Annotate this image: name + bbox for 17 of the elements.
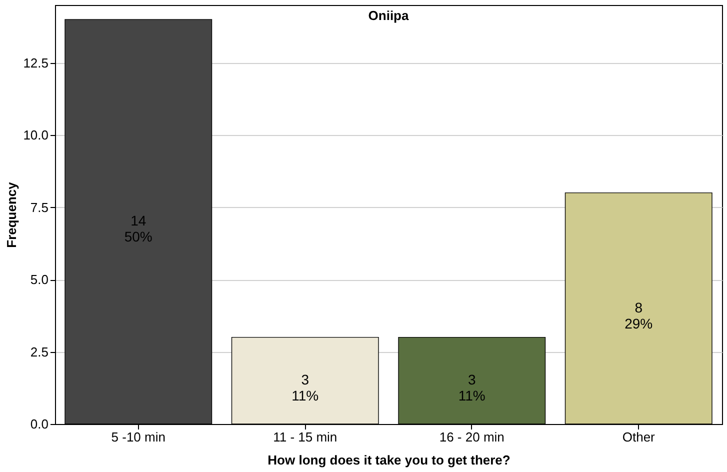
y-tick-label: 2.5 bbox=[30, 344, 48, 360]
y-tick-label: 7.5 bbox=[30, 200, 48, 215]
y-tick-label: 12.5 bbox=[23, 55, 48, 70]
y-tick-label: 10.0 bbox=[23, 128, 48, 143]
y-tick-label: 0.0 bbox=[30, 416, 48, 432]
y-axis-title: Frequency bbox=[4, 181, 20, 248]
x-tick-label: 5 -10 min bbox=[111, 430, 166, 444]
y-tick-label: 5.0 bbox=[30, 272, 48, 288]
x-axis-title: How long does it take you to get there? bbox=[268, 452, 510, 468]
x-tick-label: Other bbox=[622, 430, 656, 444]
data-label: 3 11% bbox=[458, 372, 486, 404]
chart-title: Oniipa bbox=[368, 8, 410, 23]
x-tick-label: 16 - 20 min bbox=[439, 430, 504, 444]
x-tick-label: 11 - 15 min bbox=[273, 430, 338, 444]
data-label: 3 11% bbox=[292, 372, 319, 404]
data-label: 8 29% bbox=[624, 299, 653, 332]
data-label: 14 50% bbox=[124, 212, 152, 245]
